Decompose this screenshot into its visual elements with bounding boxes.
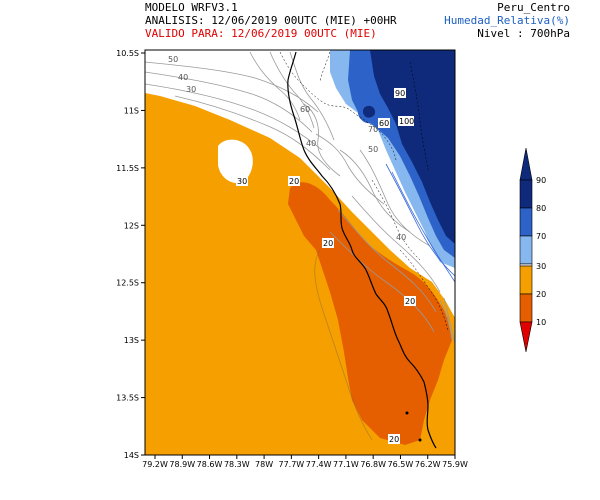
colorbar-top-arrow (519, 147, 533, 181)
colorbar-bottom-arrow (519, 321, 533, 353)
contour-label: 20 (289, 177, 299, 186)
y-tick-label: 11S (124, 106, 139, 115)
map-frame (144, 49, 456, 456)
contour-label: 90 (395, 89, 405, 98)
contour-label: 60 (379, 119, 389, 128)
moist-patch-core (362, 105, 376, 118)
coastline (287, 51, 437, 449)
x-tick-label: 77.4W (306, 460, 332, 469)
colorbar-label: 90 (536, 176, 546, 185)
x-tick-label: 78.3W (224, 460, 250, 469)
contour-labels: 50 40 30 60 90 60 100 70 40 50 30 20 20 … (168, 55, 416, 444)
contour-label: 30 (237, 177, 247, 186)
y-tick-label: 13.5S (116, 394, 139, 403)
contour-label: 20 (323, 239, 333, 248)
contour-label: 70 (368, 125, 378, 134)
contour-label: 30 (186, 85, 196, 94)
x-tick-label: 77.7W (278, 460, 304, 469)
contour-label: 20 (405, 297, 415, 306)
variable-name: Humedad_Relativa(%) (444, 14, 570, 27)
moist-region-90 (370, 50, 455, 244)
valid-time: VALIDO PARA: 12/06/2019 00UTC (MIE) (145, 27, 377, 40)
x-tick-label: 78.6W (197, 460, 223, 469)
model-title: MODELO WRFV3.1 (145, 1, 238, 14)
x-tick-label: 77.1W (333, 460, 359, 469)
y-tick-label: 11.5S (116, 164, 139, 173)
analysis-time: ANALISIS: 12/06/2019 00UTC (MIE) +00HR (145, 14, 397, 27)
x-tick-label: 78.9W (169, 460, 195, 469)
contour-label: 60 (300, 105, 310, 114)
y-tick-label: 14S (124, 451, 139, 460)
pressure-level: Nivel : 700hPa (477, 27, 570, 40)
y-tick-label: 13S (124, 336, 139, 345)
island-marker (405, 411, 409, 415)
contour-label: 40 (306, 139, 316, 148)
colorbar-label: 70 (536, 232, 546, 241)
x-tick-label: 76.8W (360, 460, 386, 469)
x-tick-label: 79.2W (142, 460, 168, 469)
colorbar-label: 20 (536, 290, 546, 299)
neutral-humidity-patch (218, 139, 253, 184)
region-name: Peru_Centro (497, 1, 570, 14)
colorbar-segment (519, 179, 533, 209)
x-tick-label: 75.9W (442, 460, 468, 469)
contour-label: 40 (396, 233, 406, 242)
y-tick-label: 12.5S (116, 279, 139, 288)
humidity-contours (145, 51, 455, 345)
contour-label: 100 (399, 117, 414, 126)
colorbar-segment (519, 235, 533, 265)
x-tick-label: 76.2W (415, 460, 441, 469)
contour-label: 20 (389, 435, 399, 444)
x-axis: 79.2W 78.9W 78.6W 78.3W 78W 77.7W 77.4W 77.1W 76… (142, 455, 468, 469)
y-tick-label: 12S (124, 221, 139, 230)
moist-contours (385, 163, 455, 283)
contour-label: 50 (168, 55, 178, 64)
y-tick-label: 10.5S (116, 49, 139, 58)
colorbar-segment (519, 293, 533, 323)
colorbar-label: 30 (536, 262, 546, 271)
contour-label: 40 (178, 73, 188, 82)
x-tick-label: 76.5W (388, 460, 414, 469)
contour-label: 50 (368, 145, 378, 154)
y-axis: 10.5S 11S 11.5S 12S 12.5S 13S 13.5S 14S (116, 49, 145, 460)
colorbar-label: 10 (536, 318, 546, 327)
colorbar-segment (519, 265, 533, 295)
colorbar-label: 80 (536, 204, 546, 213)
dry-contours (314, 249, 373, 441)
island-marker (418, 438, 422, 442)
colorbar: 90 80 70 30 20 10 (519, 147, 546, 353)
province-borders (279, 51, 449, 331)
x-tick-label: 78W (255, 460, 273, 469)
colorbar-segment (519, 207, 533, 237)
